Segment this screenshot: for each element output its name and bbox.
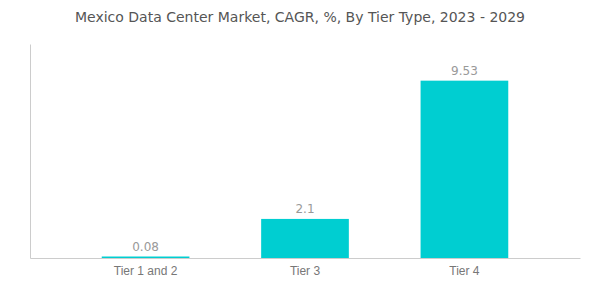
x-axis: Tier 1 and 2 Tier 3 Tier 4 (31, 259, 581, 278)
x-tick-label: Tier 1 and 2 (114, 264, 178, 278)
x-tick: Tier 3 (290, 264, 321, 278)
plot: Tier 1 and 2 Tier 3 Tier 4 0.08 2.1 9.53 (31, 45, 581, 278)
x-tick: Tier 1 and 2 (114, 264, 178, 278)
data-labels: 0.08 2.1 9.53 (132, 64, 478, 254)
data-label: 9.53 (451, 64, 478, 78)
bars (102, 81, 509, 258)
data-label: 0.08 (132, 240, 159, 254)
x-tick: Tier 4 (449, 264, 480, 278)
data-label: 2.1 (295, 202, 314, 216)
x-axis-line (31, 258, 581, 259)
y-axis (30, 45, 31, 259)
x-tick-label: Tier 4 (449, 264, 480, 278)
chart-container: Mexico Data Center Market, CAGR, %, By T… (0, 0, 600, 290)
bar (421, 81, 509, 258)
y-axis-line (30, 45, 31, 259)
bar (102, 257, 190, 258)
chart: Mexico Data Center Market, CAGR, %, By T… (0, 0, 600, 290)
bar (261, 219, 349, 258)
title: Mexico Data Center Market, CAGR, %, By T… (75, 9, 525, 25)
x-tick-label: Tier 3 (290, 264, 321, 278)
